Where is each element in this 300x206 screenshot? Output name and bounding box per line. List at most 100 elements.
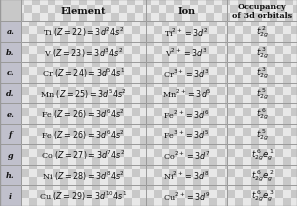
Bar xyxy=(217,108,225,116)
Bar xyxy=(235,165,243,170)
Bar xyxy=(37,75,45,83)
Bar xyxy=(209,116,217,124)
Bar xyxy=(124,47,132,55)
Bar xyxy=(140,157,146,165)
Bar xyxy=(275,104,283,108)
Bar xyxy=(116,104,124,108)
Bar xyxy=(217,149,225,157)
Bar xyxy=(76,63,84,67)
Bar xyxy=(283,27,291,34)
Bar xyxy=(225,157,227,165)
Bar xyxy=(177,190,185,198)
Bar xyxy=(185,27,193,34)
Bar xyxy=(37,137,45,145)
Bar xyxy=(37,186,45,190)
Bar xyxy=(45,22,52,27)
Bar xyxy=(235,104,243,108)
Bar xyxy=(227,186,235,190)
Bar xyxy=(37,88,45,96)
Bar xyxy=(275,67,283,75)
Bar xyxy=(225,34,227,42)
Bar xyxy=(259,27,267,34)
Bar xyxy=(52,22,60,27)
Bar xyxy=(37,55,45,63)
Bar xyxy=(246,0,254,6)
Bar xyxy=(217,124,225,129)
Bar xyxy=(52,124,60,129)
Bar xyxy=(92,116,100,124)
Bar xyxy=(235,47,243,55)
Bar xyxy=(143,6,151,14)
Bar xyxy=(230,14,238,22)
Bar xyxy=(52,75,60,83)
Bar xyxy=(140,145,146,149)
Bar xyxy=(146,55,154,63)
Bar xyxy=(140,129,146,137)
Bar xyxy=(154,96,161,104)
Bar xyxy=(76,149,84,157)
Bar xyxy=(124,116,132,124)
Bar xyxy=(32,0,40,6)
Bar xyxy=(283,149,291,157)
Bar xyxy=(21,190,29,198)
Bar xyxy=(209,198,217,206)
Bar xyxy=(283,75,291,83)
Bar xyxy=(84,116,92,124)
Bar xyxy=(0,0,21,22)
Bar xyxy=(37,145,45,149)
Bar xyxy=(227,96,235,104)
Bar xyxy=(146,170,154,178)
Bar xyxy=(52,198,60,206)
Bar xyxy=(275,63,283,67)
Bar xyxy=(227,75,235,83)
Bar xyxy=(291,42,297,47)
Bar xyxy=(161,34,169,42)
Bar xyxy=(108,124,116,129)
Bar xyxy=(124,27,132,34)
Bar xyxy=(29,129,37,137)
Bar xyxy=(132,124,140,129)
Bar xyxy=(146,108,154,116)
Bar xyxy=(193,63,201,67)
Bar xyxy=(225,149,227,157)
Bar xyxy=(8,14,16,22)
Bar xyxy=(225,116,227,124)
Bar xyxy=(21,22,146,42)
Bar xyxy=(140,124,146,129)
Bar xyxy=(193,108,201,116)
Bar xyxy=(225,104,227,108)
Bar xyxy=(267,149,275,157)
Bar xyxy=(146,96,154,104)
Bar xyxy=(29,88,37,96)
Bar xyxy=(37,34,45,42)
Bar xyxy=(185,190,193,198)
Bar xyxy=(154,108,161,116)
Bar xyxy=(84,27,92,34)
Bar xyxy=(154,137,161,145)
Bar xyxy=(275,190,283,198)
Bar xyxy=(0,104,21,124)
Bar xyxy=(143,0,151,6)
Bar xyxy=(185,55,193,63)
Bar xyxy=(243,96,251,104)
Bar xyxy=(76,108,84,116)
Text: Occupancy
of 3d orbitals: Occupancy of 3d orbitals xyxy=(232,2,292,20)
Bar xyxy=(29,42,37,47)
Bar xyxy=(201,96,209,104)
Bar xyxy=(283,104,291,108)
Bar xyxy=(45,190,52,198)
Bar xyxy=(84,88,92,96)
Bar xyxy=(185,124,193,129)
Bar xyxy=(68,108,76,116)
Bar xyxy=(283,178,291,186)
Bar xyxy=(217,198,225,206)
Bar xyxy=(29,149,37,157)
Bar xyxy=(140,34,146,42)
Bar xyxy=(92,67,100,75)
Bar xyxy=(45,108,52,116)
Bar xyxy=(238,6,246,14)
Bar xyxy=(124,149,132,157)
Bar xyxy=(217,116,225,124)
Bar xyxy=(21,186,146,206)
Bar xyxy=(52,157,60,165)
